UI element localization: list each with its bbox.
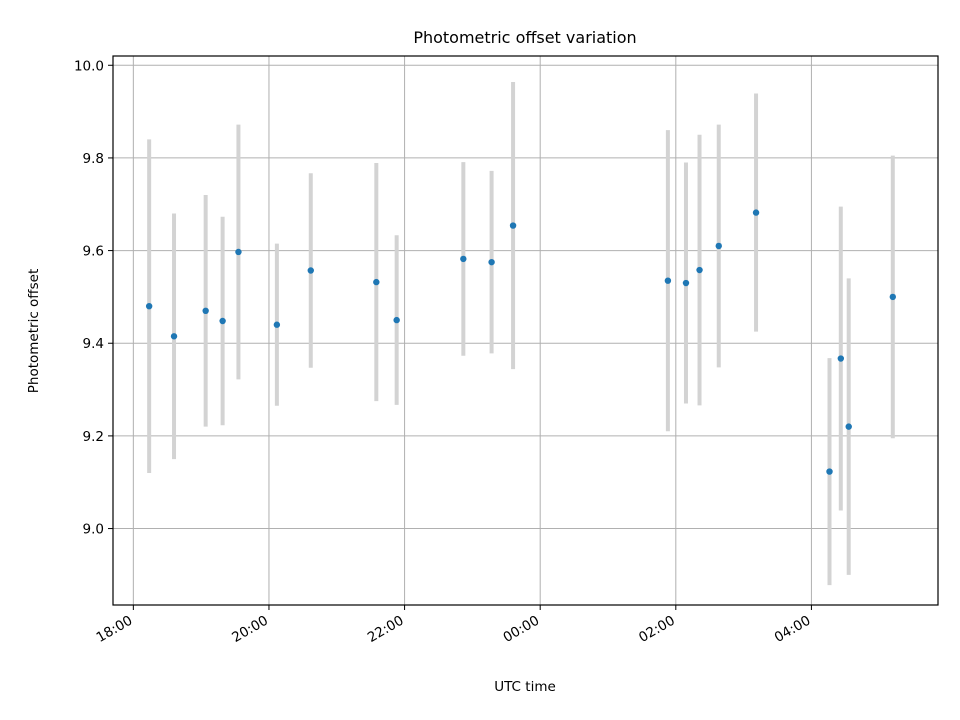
y-tick-label: 9.4 [83,336,104,352]
data-point [145,302,153,310]
y-axis-label: Photometric offset [26,269,42,393]
x-axis-label: UTC time [494,679,556,695]
data-point [682,279,690,287]
data-point [273,321,281,328]
data-point [373,278,380,286]
data-point [509,222,517,229]
data-point [219,317,226,325]
data-point [393,316,400,324]
y-tick-label: 9.0 [83,522,104,538]
data-point [845,423,852,430]
chart-title: Photometric offset variation [413,28,636,47]
data-point [837,355,845,362]
data-point [488,258,495,266]
data-point [715,242,722,250]
data-point [307,267,314,274]
y-tick-label: 10.0 [74,58,104,74]
y-tick-label: 9.6 [83,244,104,260]
data-point [889,293,896,301]
data-point [696,266,703,274]
data-points [145,209,896,475]
data-point [460,255,467,263]
grid-lines [113,56,938,605]
data-point [202,307,209,315]
y-tick-label: 9.2 [83,429,104,445]
y-axis-ticks: 9.0 9.2 9.4 9.6 9.8 10.0 [74,58,113,538]
plot-area-frame [112,55,939,606]
y-tick-label: 9.8 [83,151,104,167]
data-point [235,248,242,256]
data-point [170,333,178,340]
data-point [664,277,672,284]
data-point [752,209,760,216]
data-point [826,468,833,475]
